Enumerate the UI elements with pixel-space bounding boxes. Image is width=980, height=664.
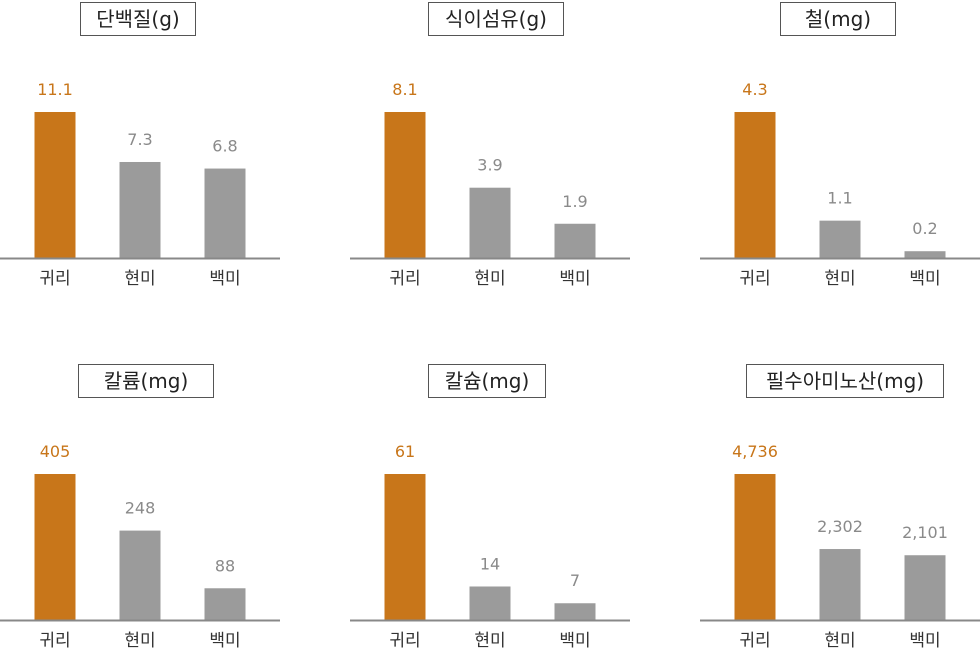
bar-1 bbox=[384, 474, 426, 620]
category-label: 현미 bbox=[124, 631, 155, 651]
data-label: 1.1 bbox=[827, 189, 852, 208]
category-label: 귀리 bbox=[39, 269, 70, 289]
bar-3 bbox=[554, 223, 596, 258]
chart-panel-essential-amino-acids: 필수아미노산(mg) 4,736 귀리 2,302 현미 2,101 백미 bbox=[700, 364, 980, 664]
category-label: 귀리 bbox=[39, 631, 70, 651]
category-label: 백미 bbox=[909, 631, 940, 651]
bar-3 bbox=[904, 251, 946, 258]
bar-chart-potassium: 405 귀리 248 현미 88 백미 bbox=[0, 442, 280, 651]
category-label: 현미 bbox=[124, 269, 155, 289]
bar-chart-protein: 11.1 귀리 7.3 현미 6.8 백미 bbox=[0, 80, 280, 289]
bar-2 bbox=[119, 530, 161, 620]
chart-panel-fiber: 식이섬유(g) 8.1 귀리 3.9 현미 1.9 백미 bbox=[350, 2, 630, 302]
bar-chart-essential-amino-acids: 4,736 귀리 2,302 현미 2,101 백미 bbox=[700, 442, 980, 651]
bar-1 bbox=[734, 112, 776, 258]
category-label: 백미 bbox=[559, 631, 590, 651]
category-label: 귀리 bbox=[739, 269, 770, 289]
category-label: 백미 bbox=[909, 269, 940, 289]
bar-1 bbox=[34, 474, 76, 620]
bar-2 bbox=[819, 220, 861, 258]
data-label: 14 bbox=[480, 554, 500, 573]
chart-title: 철(mg) bbox=[780, 2, 896, 36]
category-label: 귀리 bbox=[389, 269, 420, 289]
bar-1 bbox=[734, 474, 776, 620]
data-label: 2,101 bbox=[902, 523, 948, 542]
bar-3 bbox=[204, 168, 246, 258]
chart-title: 칼륨(mg) bbox=[78, 364, 214, 398]
data-label: 3.9 bbox=[477, 156, 502, 175]
chart-title: 식이섬유(g) bbox=[428, 2, 564, 36]
chart-panel-iron: 철(mg) 4.3 귀리 1.1 현미 0.2 백미 bbox=[700, 2, 980, 302]
category-label: 현미 bbox=[824, 631, 855, 651]
data-label: 88 bbox=[215, 556, 235, 575]
chart-panel-protein: 단백질(g) 11.1 귀리 7.3 현미 6.8 백미 bbox=[0, 2, 280, 302]
category-label: 현미 bbox=[474, 269, 505, 289]
chart-title: 칼슘(mg) bbox=[428, 364, 546, 398]
chart-panel-potassium: 칼륨(mg) 405 귀리 248 현미 88 백미 bbox=[0, 364, 280, 664]
chart-panel-calcium: 칼슘(mg) 61 귀리 14 현미 7 백미 bbox=[350, 364, 630, 664]
category-label: 귀리 bbox=[739, 631, 770, 651]
chart-title: 필수아미노산(mg) bbox=[746, 364, 944, 398]
bar-1 bbox=[34, 112, 76, 258]
data-label: 0.2 bbox=[912, 219, 937, 238]
bar-2 bbox=[119, 161, 161, 258]
data-label: 2,302 bbox=[817, 517, 863, 536]
bar-chart-calcium: 61 귀리 14 현미 7 백미 bbox=[350, 442, 630, 651]
bar-2 bbox=[469, 586, 511, 620]
bar-1 bbox=[384, 112, 426, 258]
data-label: 4.3 bbox=[742, 80, 767, 99]
data-label: 248 bbox=[125, 499, 156, 518]
data-label: 7.3 bbox=[127, 130, 152, 149]
chart-title: 단백질(g) bbox=[80, 2, 196, 36]
category-label: 귀리 bbox=[389, 631, 420, 651]
bar-chart-fiber: 8.1 귀리 3.9 현미 1.9 백미 bbox=[350, 80, 630, 289]
category-label: 백미 bbox=[559, 269, 590, 289]
data-label: 7 bbox=[570, 571, 580, 590]
bar-chart-iron: 4.3 귀리 1.1 현미 0.2 백미 bbox=[700, 80, 980, 289]
data-label: 405 bbox=[40, 442, 71, 461]
category-label: 백미 bbox=[209, 269, 240, 289]
data-label: 11.1 bbox=[37, 80, 73, 99]
bar-2 bbox=[819, 549, 861, 620]
category-label: 현미 bbox=[474, 631, 505, 651]
bar-3 bbox=[904, 555, 946, 620]
data-label: 4,736 bbox=[732, 442, 778, 461]
data-label: 1.9 bbox=[562, 192, 587, 211]
data-label: 6.8 bbox=[212, 137, 237, 156]
category-label: 현미 bbox=[824, 269, 855, 289]
data-label: 8.1 bbox=[392, 80, 417, 99]
bar-3 bbox=[554, 603, 596, 620]
bar-2 bbox=[469, 187, 511, 258]
bar-3 bbox=[204, 588, 246, 620]
data-label: 61 bbox=[395, 442, 415, 461]
category-label: 백미 bbox=[209, 631, 240, 651]
